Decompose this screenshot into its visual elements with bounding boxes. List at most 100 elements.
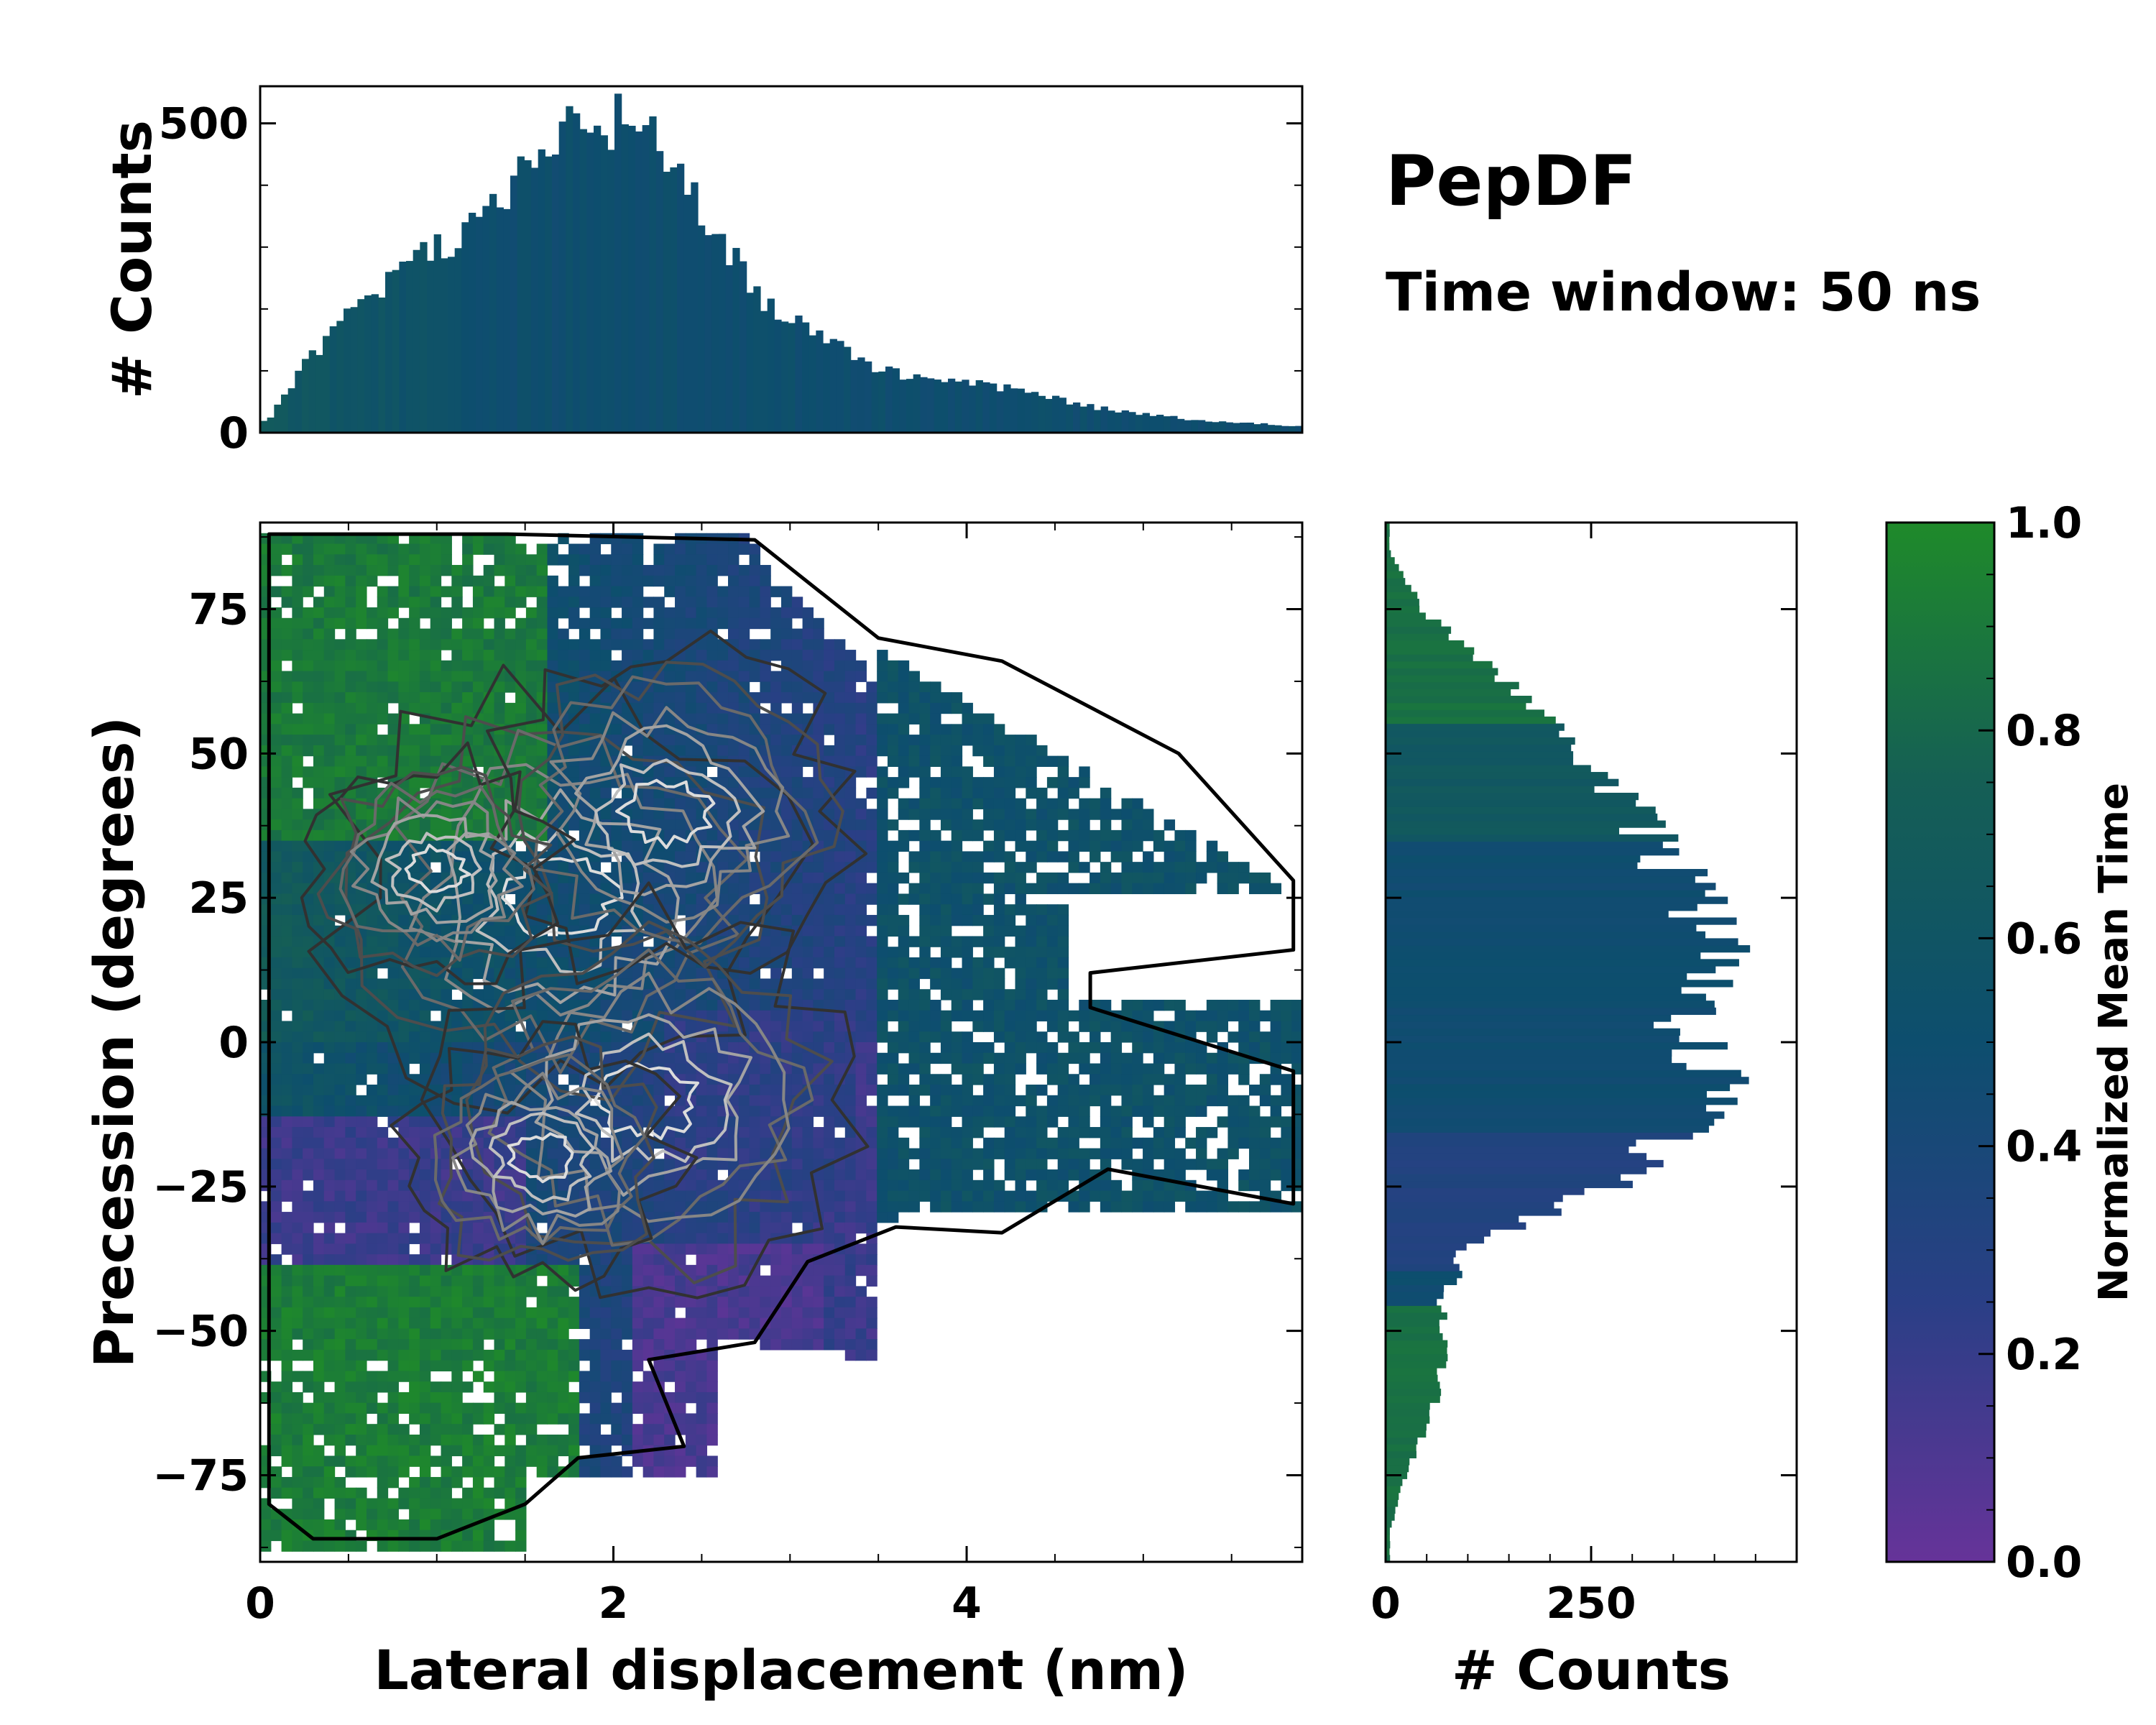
top-histogram-bar — [579, 129, 587, 433]
heatmap-cell — [462, 1530, 474, 1542]
heatmap-cell — [622, 628, 633, 640]
heatmap-cell — [813, 724, 824, 735]
heatmap-cell — [781, 1254, 793, 1266]
heatmap-cell — [706, 745, 718, 757]
heatmap-cell — [377, 1455, 389, 1467]
heatmap-cell — [441, 1212, 452, 1223]
heatmap-cell — [377, 989, 389, 1000]
heatmap-cell — [834, 713, 846, 724]
heatmap-cell — [377, 1169, 389, 1181]
heatmap-cell — [525, 1392, 538, 1404]
heatmap-cell — [642, 872, 655, 884]
heatmap-cell — [558, 1328, 569, 1340]
heatmap-cell — [855, 1222, 867, 1234]
heatmap-cell — [728, 809, 740, 820]
heatmap-cell — [345, 936, 356, 947]
heatmap-cell — [323, 1052, 336, 1064]
heatmap-cell — [334, 1201, 346, 1213]
heatmap-cell — [717, 692, 729, 704]
heatmap-cell — [345, 554, 356, 566]
heatmap-cell — [462, 1222, 474, 1234]
heatmap-cell — [494, 1381, 505, 1393]
heatmap-cell — [568, 1201, 580, 1213]
heatmap-cell — [653, 1297, 665, 1308]
heatmap-cell — [728, 1137, 740, 1149]
heatmap-cell — [515, 543, 527, 555]
heatmap-cell — [515, 1317, 527, 1329]
top-histogram-bar — [1045, 399, 1053, 433]
heatmap-cell — [323, 1222, 336, 1234]
heatmap-cell — [696, 543, 708, 555]
heatmap-cell — [334, 586, 346, 597]
heatmap-cell — [791, 1169, 803, 1181]
heatmap-cell — [323, 1286, 336, 1297]
heatmap-cell — [589, 1349, 602, 1361]
heatmap-cell — [419, 1137, 431, 1149]
heatmap-cell — [462, 893, 474, 905]
heatmap-cell — [419, 1275, 431, 1287]
heatmap-cell — [600, 1031, 612, 1043]
heatmap-cell — [622, 1392, 633, 1404]
heatmap-cell — [292, 1455, 303, 1467]
heatmap-cell — [366, 1339, 378, 1351]
heatmap-cell — [642, 1275, 655, 1287]
heatmap-cell — [791, 893, 803, 905]
heatmap-cell — [600, 1339, 612, 1351]
heatmap-cell — [334, 1169, 346, 1181]
heatmap-cell — [419, 1509, 431, 1520]
heatmap-cell — [366, 745, 378, 757]
heatmap-cell — [802, 1105, 814, 1117]
heatmap-cell — [685, 1392, 697, 1404]
heatmap-cell — [409, 829, 420, 842]
heatmap-cell — [387, 713, 399, 724]
heatmap-cell — [813, 1297, 824, 1308]
heatmap-cell — [866, 1275, 877, 1287]
heatmap-cell — [377, 1519, 389, 1531]
heatmap-cell — [515, 1349, 527, 1361]
heatmap-cell — [398, 1085, 410, 1096]
heatmap-cell — [334, 1275, 346, 1287]
heatmap-cell — [419, 1127, 431, 1138]
heatmap-cell — [844, 883, 857, 895]
heatmap-cell — [281, 692, 292, 704]
heatmap-cell — [877, 681, 888, 693]
heatmap-cell — [313, 819, 325, 831]
heatmap-cell — [323, 597, 336, 608]
heatmap-cell — [760, 607, 771, 619]
heatmap-cell — [387, 1402, 399, 1414]
heatmap-cell — [855, 1159, 867, 1170]
heatmap-cell — [323, 840, 336, 852]
heatmap-cell — [866, 1243, 877, 1255]
heatmap-cell — [345, 1169, 356, 1181]
heatmap-cell — [685, 1169, 697, 1181]
heatmap-cell — [377, 639, 389, 650]
heatmap-cell — [813, 1286, 824, 1297]
heatmap-cell — [430, 575, 442, 587]
heatmap-cell — [653, 575, 665, 587]
heatmap-cell — [568, 1466, 580, 1478]
heatmap-cell — [664, 1297, 676, 1308]
heatmap-cell — [558, 1307, 569, 1319]
heatmap-cell — [430, 565, 442, 576]
heatmap-cell — [579, 1264, 591, 1276]
heatmap-cell — [387, 1243, 399, 1255]
heatmap-cell — [356, 575, 367, 587]
heatmap-cell — [483, 586, 495, 597]
heatmap-cell — [462, 1466, 474, 1478]
heatmap-cell — [323, 1063, 336, 1075]
top-histogram-bar — [1059, 397, 1067, 433]
heatmap-cell — [270, 745, 282, 757]
heatmap-cell — [749, 777, 761, 788]
top-histogram-bar — [399, 261, 407, 433]
heatmap-cell — [622, 1307, 633, 1319]
heatmap-cell — [813, 1042, 824, 1054]
heatmap-cell — [749, 1031, 761, 1043]
heatmap-cell — [398, 1339, 410, 1351]
heatmap-cell — [377, 872, 389, 884]
heatmap-cell — [717, 978, 729, 990]
heatmap-cell — [270, 1105, 282, 1117]
heatmap-cell — [600, 1381, 612, 1393]
heatmap-cell — [441, 543, 452, 555]
heatmap-cell — [664, 1159, 676, 1170]
heatmap-cell — [600, 565, 612, 576]
